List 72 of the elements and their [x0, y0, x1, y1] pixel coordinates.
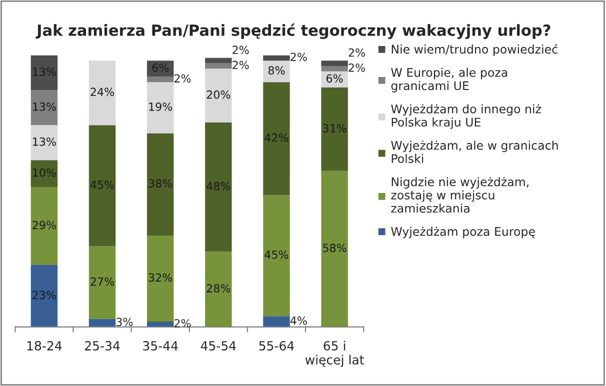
data-label: 2% — [348, 48, 365, 57]
bar — [146, 322, 174, 327]
bar — [146, 133, 174, 236]
x-tick-label: 25-34 — [85, 341, 120, 351]
legend-label: W Europie, ale poza granicami UE — [391, 68, 508, 92]
bar — [205, 58, 232, 64]
data-label: 27% — [90, 277, 114, 286]
bar — [321, 71, 348, 88]
bar — [263, 55, 290, 61]
data-label: 10% — [33, 168, 56, 177]
data-label: 28% — [206, 284, 230, 292]
data-label: 32% — [148, 273, 172, 282]
data-label: 13% — [33, 137, 56, 146]
bar — [146, 235, 174, 322]
data-label: 6% — [326, 74, 343, 83]
bar — [30, 90, 58, 126]
x-tick-label: 18-24 — [27, 341, 62, 351]
bar — [263, 316, 290, 327]
bar — [205, 63, 232, 69]
data-label: 23% — [32, 290, 56, 300]
data-label: 29% — [32, 220, 56, 230]
x-tick-label: 45-54 — [200, 341, 236, 351]
data-label: 2% — [290, 52, 307, 62]
data-label: 2% — [232, 60, 249, 70]
bar — [146, 82, 174, 134]
data-label: 2% — [232, 46, 249, 54]
data-label: 2% — [348, 63, 365, 72]
data-label: 45% — [264, 250, 288, 259]
data-label: 3% — [116, 318, 133, 326]
data-label: 2% — [174, 74, 191, 83]
x-tick-label: 65 i więcej lat — [305, 340, 364, 367]
bar — [263, 195, 290, 316]
data-label: 20% — [206, 90, 230, 99]
legend-label: Nigdzie nie wyjeżdżam, zostaję w miejscu zamieszkania — [391, 177, 528, 213]
data-label: 24% — [90, 88, 114, 96]
bar — [88, 125, 116, 246]
bar — [30, 125, 58, 160]
data-label: 19% — [149, 102, 172, 111]
bar — [321, 66, 348, 72]
bar — [30, 187, 58, 266]
x-tick-label: 35-44 — [143, 341, 178, 351]
bar — [205, 122, 232, 252]
bar — [88, 60, 116, 126]
data-label: 38% — [148, 179, 172, 188]
bar — [263, 60, 290, 82]
data-label: 42% — [264, 133, 288, 142]
data-label: 4% — [290, 316, 307, 325]
bar — [88, 246, 116, 319]
bar — [30, 160, 58, 188]
bar — [321, 87, 348, 171]
data-label: 13% — [33, 102, 56, 111]
bar — [263, 82, 290, 196]
bar — [88, 318, 116, 327]
bar — [321, 170, 348, 327]
chart-title: Jak zamierza Pan/Pani spędzić tegoroczny wakacyjny urlop? — [36, 24, 550, 40]
data-label: 2% — [174, 319, 191, 328]
bar — [205, 68, 232, 122]
data-label: 58% — [323, 244, 346, 252]
legend-label: Wyjeżdżam do innego niż Polska kraju UE — [391, 104, 541, 129]
data-label: 31% — [323, 124, 346, 132]
data-label: 45% — [90, 180, 114, 189]
bar — [321, 60, 348, 66]
legend-label: Wyjeżdżam, ale w granicach Polski — [391, 140, 558, 164]
data-label: 8% — [268, 66, 285, 75]
bar — [30, 265, 58, 327]
bar — [205, 252, 232, 327]
legend-label: Wyjeżdżam poza Europę — [391, 226, 535, 238]
legend-label: Nie wiem/trudno powiedzieć — [392, 44, 558, 56]
bar — [30, 55, 58, 90]
x-tick-label: 55-64 — [259, 341, 294, 351]
data-label: 48% — [206, 182, 230, 190]
bar — [146, 76, 174, 82]
